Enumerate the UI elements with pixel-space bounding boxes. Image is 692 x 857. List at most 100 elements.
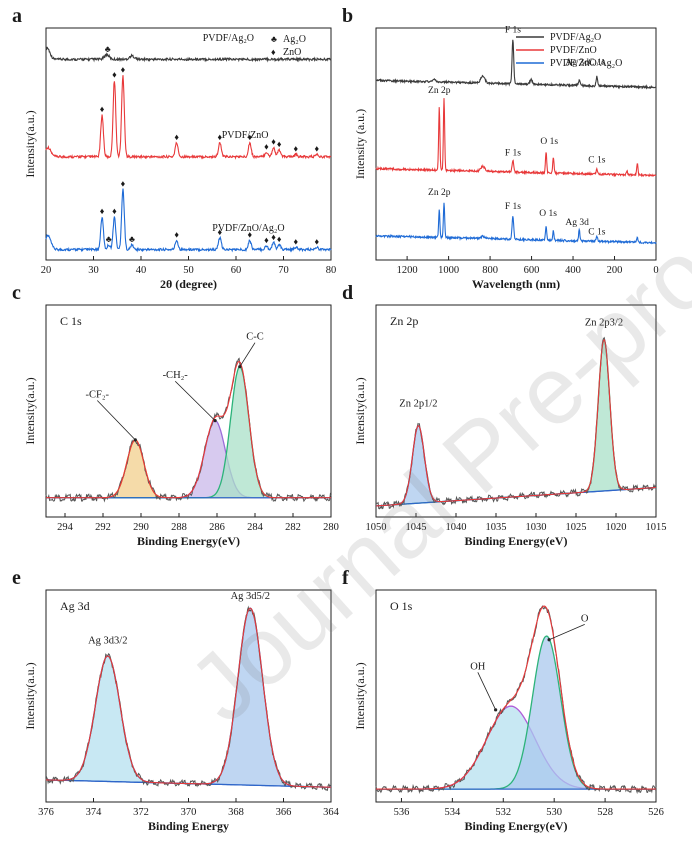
peak-marker-1-4: ♦ — [218, 132, 223, 142]
peak-marker-2-8: ♦ — [264, 235, 269, 245]
peak-label-b-1-2: O 1s — [540, 137, 558, 147]
x-tick-label-d-0: 1050 — [366, 522, 387, 533]
y-axis-label-a: Intensity(a.u.) — [23, 110, 37, 177]
panel-a: a 20 30 40 50 60 70 80 2θ (degree) Intensity(a.u.… — [12, 5, 336, 291]
x-tick-label-f-1: 534 — [444, 807, 461, 818]
x-tick-label-f-4: 528 — [597, 807, 613, 818]
legend-label-b-1: PVDF/ZnO — [550, 45, 597, 56]
annotation-e-0: Ag 3d3/2 — [88, 635, 127, 646]
x-axis-label-c: Binding Energy(eV) — [137, 534, 240, 548]
x-tick-label-a-2: 40 — [136, 265, 147, 276]
annotation-arrow-c-1 — [174, 380, 216, 421]
envelope-f — [376, 605, 656, 790]
x-tick-label-c-4: 286 — [209, 522, 225, 533]
x-tick-label-b-3: 600 — [524, 265, 540, 276]
peak-marker-2-3: ♦ — [121, 178, 126, 188]
y-axis-label-f: Intensity(a.u.) — [353, 662, 367, 729]
x-tick-label-b-1: 1000 — [438, 265, 459, 276]
x-axis-label-d: Binding Energy(eV) — [464, 534, 567, 548]
x-tick-label-d-5: 1025 — [566, 522, 587, 533]
x-tick-label-c-3: 288 — [171, 522, 187, 533]
peak-label-b-2-2: O 1s — [539, 209, 557, 219]
x-tick-label-c-5: 284 — [247, 522, 264, 533]
x-axis-label-e: Binding Energy — [148, 819, 229, 833]
peak-marker-1-0: ♦ — [100, 104, 105, 114]
x-tick-label-f-3: 530 — [546, 807, 562, 818]
x-tick-label-a-3: 50 — [183, 265, 194, 276]
plot-frame-c — [45, 304, 332, 518]
peak-marker-1-5: ♦ — [247, 132, 252, 142]
x-tick-label-e-1: 374 — [86, 807, 103, 818]
panel-d: d 1050 1045 1040 1035 1030 1025 1020 1015 Binding… — [342, 282, 667, 548]
peak-marker-2-4: ♣ — [129, 234, 135, 244]
x-tick-label-a-4: 60 — [231, 265, 242, 276]
legend-label-1: ZnO — [283, 47, 301, 58]
x-tick-label-f-5: 526 — [648, 807, 664, 818]
peak-marker-2-0: ♦ — [100, 206, 105, 216]
peak-marker-1-10: ♦ — [314, 144, 319, 154]
x-tick-label-a-0: 20 — [41, 265, 52, 276]
peak-marker-1-3: ♦ — [174, 132, 179, 142]
peak-marker-2-11: ♦ — [294, 236, 299, 246]
legend-symbol-1: ♦ — [271, 47, 276, 57]
x-tick-label-e-2: 372 — [133, 807, 149, 818]
peak-marker-1-6: ♦ — [264, 141, 269, 151]
series-label-0: PVDF/Ag₂O — [203, 33, 254, 44]
y-axis-label-c: Intensity(a.u.) — [23, 377, 37, 444]
series-line-b-1 — [375, 98, 657, 178]
legend-label-0: Ag₂O — [283, 34, 306, 45]
component-fill-c-0 — [46, 439, 331, 498]
component-fill-c-1 — [46, 420, 331, 498]
raw-spectrum-c — [45, 357, 332, 503]
x-tick-label-e-0: 376 — [38, 807, 54, 818]
series-line-0 — [45, 46, 332, 63]
component-fill-c-2 — [46, 366, 331, 498]
x-tick-label-e-5: 366 — [276, 807, 292, 818]
panel-label-d: d — [342, 282, 353, 304]
panel-label-f: f — [342, 567, 349, 589]
annotation-arrow-f-0 — [477, 672, 496, 710]
x-tick-label-e-4: 368 — [228, 807, 244, 818]
plot-frame-b — [375, 27, 657, 261]
component-fill-d-1 — [376, 339, 656, 506]
peak-marker-1-1: ♦ — [112, 69, 117, 79]
annotation-arrow-c-0 — [97, 400, 136, 441]
x-tick-label-c-0: 294 — [57, 522, 74, 533]
series-line-b-0 — [375, 39, 657, 90]
peak-marker-2-10: ♦ — [277, 234, 282, 244]
annotation-arrowhead-c-2 — [238, 365, 242, 369]
envelope-d — [376, 338, 657, 507]
peak-label-b-2-1: F 1s — [505, 202, 521, 212]
x-tick-label-e-3: 370 — [181, 807, 197, 818]
inner-label-d: Zn 2p — [390, 314, 418, 328]
x-tick-label-b-6: 0 — [653, 265, 658, 276]
x-axis-label-a: 2θ (degree) — [160, 277, 217, 291]
panel-b: b 1200 1000 800 600 400 200 0 Wavelength (nm) Int… — [342, 5, 659, 291]
peak-label-b-2-4: C 1s — [588, 227, 605, 237]
x-tick-label-f-0: 536 — [394, 807, 410, 818]
peak-label-b-2-0: Zn 2p — [428, 188, 451, 198]
peak-marker-2-7: ♦ — [247, 229, 252, 239]
peak-marker-2-6: ♦ — [218, 227, 223, 237]
component-fill-e-1 — [46, 608, 331, 788]
annotation-f-0: OH — [470, 661, 486, 672]
legend-label-b-0: PVDF/Ag₂O — [550, 32, 601, 43]
peak-marker-2-5: ♦ — [174, 229, 179, 239]
peak-marker-2-2: ♦ — [112, 206, 117, 216]
annotation-d-1: Zn 2p3/2 — [585, 317, 623, 328]
peak-label-b-0-1: Ag 3d — [565, 58, 589, 68]
annotation-c-2: C-C — [246, 332, 264, 343]
panel-label-b: b — [342, 5, 353, 27]
panel-e: e 376 374 372 370 368 366 364 Binding Energy Inte… — [12, 567, 340, 833]
inner-label-e: Ag 3d — [60, 599, 90, 613]
component-fill-f-0 — [376, 706, 656, 790]
annotation-c-1: -CH₂- — [163, 370, 189, 381]
annotation-c-0: -CF₂- — [86, 390, 110, 401]
x-tick-label-e-6: 364 — [323, 807, 340, 818]
y-axis-label-e: Intensity(a.u.) — [23, 662, 37, 729]
x-tick-label-a-1: 30 — [88, 265, 99, 276]
x-tick-label-b-5: 200 — [607, 265, 623, 276]
x-tick-label-c-7: 280 — [323, 522, 339, 533]
annotation-arrow-f-1 — [548, 623, 585, 641]
